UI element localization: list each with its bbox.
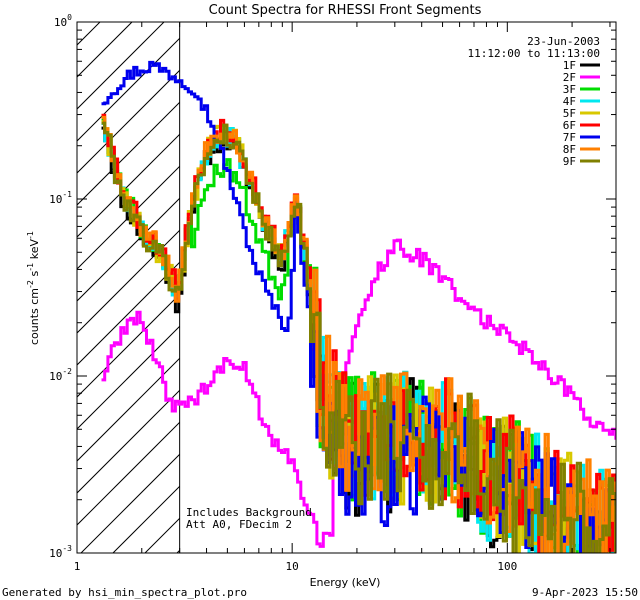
annotation-attenuator: Att A0, FDecim 2 bbox=[186, 518, 292, 531]
hatch-line bbox=[77, 22, 197, 142]
y-tick-label: 10-3 bbox=[49, 544, 72, 560]
legend-label-4F: 4F bbox=[563, 95, 576, 108]
annotation-background: Includes Background bbox=[186, 506, 312, 519]
x-axis-label: Energy (keV) bbox=[310, 576, 381, 589]
hatch-line bbox=[77, 22, 133, 78]
hatch-line bbox=[77, 22, 229, 174]
x-tick-label: 10 bbox=[286, 560, 299, 573]
legend-label-6F: 6F bbox=[563, 119, 576, 132]
x-tick-label: 100 bbox=[497, 560, 517, 573]
legend-label-7F: 7F bbox=[563, 131, 576, 144]
footer-generated-by: Generated by hsi_min_spectra_plot.pro bbox=[2, 586, 247, 599]
legend-label-3F: 3F bbox=[563, 83, 576, 96]
y-axis-label: counts cm-2 s-1 keV-1 bbox=[26, 231, 41, 345]
time-range-label: 11:12:00 to 11:13:00 bbox=[468, 47, 600, 60]
legend-label-1F: 1F bbox=[563, 59, 576, 72]
legend-label-2F: 2F bbox=[563, 71, 576, 84]
plot-frame bbox=[76, 21, 617, 554]
footer-timestamp: 9-Apr-2023 15:50 bbox=[532, 586, 638, 599]
chart-title: Count Spectra for RHESSI Front Segments bbox=[209, 3, 482, 18]
y-tick-label: 10-2 bbox=[49, 367, 72, 383]
y-axis-ticks: 100 10-1 10-2 10-3 bbox=[49, 13, 616, 560]
x-axis-ticks: 1 10 100 bbox=[74, 22, 611, 573]
hatch-line bbox=[77, 22, 261, 206]
date-label: 23-Jun-2003 bbox=[527, 35, 600, 48]
x-tick-label: 1 bbox=[74, 560, 81, 573]
series-2F-line bbox=[101, 238, 616, 548]
legend-label-9F: 9F bbox=[563, 155, 576, 168]
hatch-line bbox=[0, 22, 4, 553]
series-group bbox=[101, 60, 616, 553]
series-9F-line bbox=[101, 121, 616, 553]
legend-label-8F: 8F bbox=[563, 143, 576, 156]
y-tick-label: 10-1 bbox=[49, 190, 72, 206]
y-tick-label: 100 bbox=[54, 13, 72, 29]
legend-label-5F: 5F bbox=[563, 107, 576, 120]
hatch-line bbox=[77, 22, 165, 110]
